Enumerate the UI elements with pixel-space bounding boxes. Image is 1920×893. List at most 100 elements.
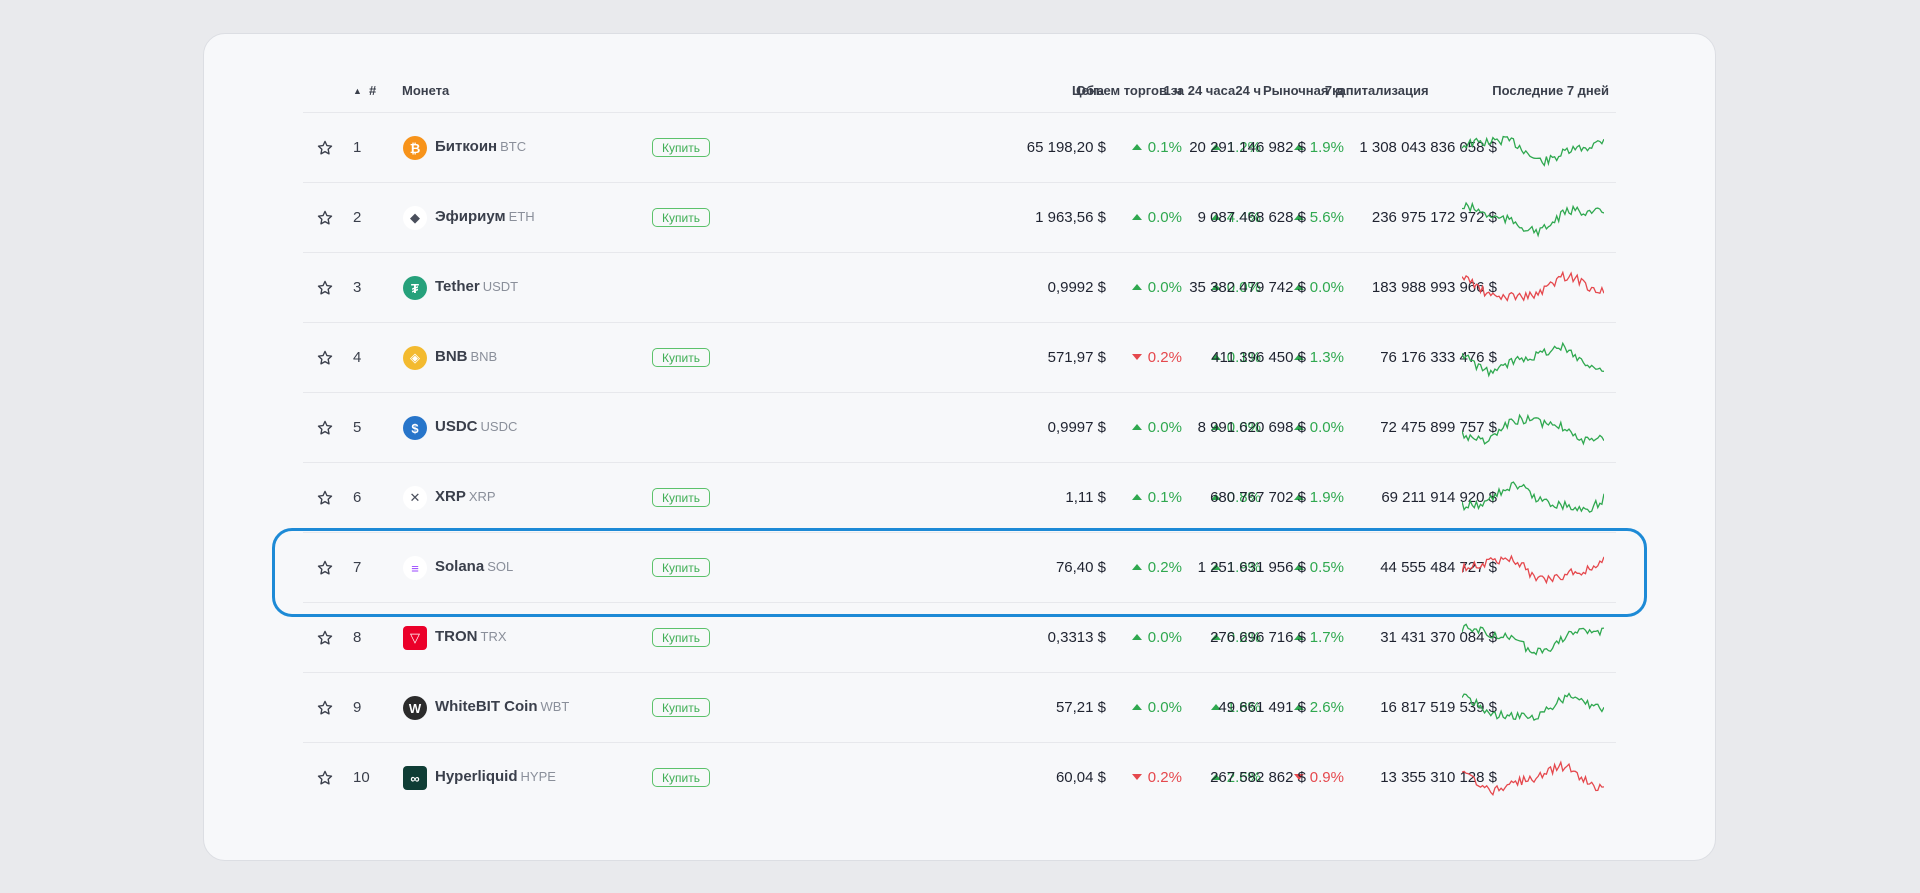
change-24h: 2.6% (1210, 769, 1261, 786)
table-row[interactable]: 5 $ USDC USDC 0,9997 $ 0.0% 0.0% 0.0% 8 9… (303, 393, 1616, 463)
change-arrow-icon (1131, 634, 1142, 640)
volume-24h: 9 087 468 628 $ (1197, 209, 1306, 226)
sparkline-7d (1462, 135, 1604, 167)
header-24h[interactable]: 24 ч (1235, 83, 1261, 98)
xrp-icon: ✕ (403, 486, 427, 510)
header-1h[interactable]: 1 ч (1163, 83, 1182, 98)
rank-number: 8 (353, 629, 362, 646)
change-24h: 0.0% (1210, 279, 1261, 296)
table-body: 1 ₿ Биткоин BTC Купить 65 198,20 $ 0.1% 1… (303, 113, 1616, 813)
change-arrow-icon (1131, 494, 1142, 500)
change-arrow-icon (1210, 214, 1221, 220)
buy-button[interactable]: Купить (652, 628, 710, 647)
change-arrow-icon (1131, 284, 1142, 290)
sparkline-7d (1462, 481, 1604, 513)
star-icon[interactable] (316, 559, 334, 577)
table-row[interactable]: 2 ◆ Эфириум ETH Купить 1 963,56 $ 0.0% 4.… (303, 183, 1616, 253)
table-row[interactable]: 1 ₿ Биткоин BTC Купить 65 198,20 $ 0.1% 1… (303, 113, 1616, 183)
header-price[interactable]: Цена (1072, 83, 1104, 98)
sort-asc-icon[interactable]: ▲ (353, 86, 362, 96)
coin-name-cell[interactable]: Solana SOL (435, 558, 513, 575)
price-value: 57,21 $ (1055, 699, 1106, 716)
change-7d: 1.7% (1293, 629, 1344, 646)
change-arrow-icon (1210, 564, 1221, 570)
coin-name: XRP (435, 488, 466, 505)
coin-name-cell[interactable]: USDC USDC (435, 418, 517, 435)
coin-name: TRON (435, 628, 478, 645)
volume-24h: 49 661 491 $ (1218, 699, 1306, 716)
price-value: 1,11 $ (1065, 489, 1106, 506)
star-icon[interactable] (316, 209, 334, 227)
market-cap: 69 211 914 920 $ (1381, 489, 1497, 506)
change-arrow-icon (1293, 634, 1304, 640)
coin-ticker: TRX (480, 629, 507, 644)
change-arrow-icon (1131, 354, 1142, 360)
table-row[interactable]: 7 ≡ Solana SOL Купить 76,40 $ 0.2% 1.9% 0… (303, 533, 1616, 603)
header-last-7-days: Последние 7 дней (1492, 83, 1609, 98)
coin-name: Hyperliquid (435, 768, 518, 785)
star-icon[interactable] (316, 489, 334, 507)
buy-button[interactable]: Купить (652, 768, 710, 787)
coin-name-cell[interactable]: Tether USDT (435, 278, 518, 295)
sparkline-7d (1462, 692, 1604, 722)
buy-button[interactable]: Купить (652, 488, 710, 507)
star-icon[interactable] (316, 769, 334, 787)
star-icon[interactable] (316, 349, 334, 367)
price-value: 0,3313 $ (1047, 629, 1106, 646)
star-icon[interactable] (316, 699, 334, 717)
bitcoin-icon: ₿ (403, 136, 427, 160)
market-cap: 1 308 043 836 058 $ (1359, 139, 1497, 156)
buy-button[interactable]: Купить (652, 208, 710, 227)
star-icon[interactable] (316, 139, 334, 157)
header-7d[interactable]: 7 д (1324, 83, 1344, 98)
star-icon[interactable] (316, 279, 334, 297)
price-value: 60,04 $ (1055, 769, 1106, 786)
sparkline-7d (1462, 341, 1604, 378)
change-7d: 0.0% (1293, 419, 1344, 436)
table-row[interactable]: 6 ✕ XRP XRP Купить 1,11 $ 0.1% 0.8% 1.9% … (303, 463, 1616, 533)
change-7d: 1.9% (1293, 139, 1344, 156)
change-arrow-icon (1210, 144, 1221, 150)
header-volume[interactable]: Объем торгов за 24 часа (1076, 83, 1236, 98)
table-row[interactable]: 8 ▽ TRON TRX Купить 0,3313 $ 0.0% 0.2% 1.… (303, 603, 1616, 673)
usdc-icon: $ (403, 416, 427, 440)
change-7d: 5.6% (1293, 209, 1344, 226)
buy-button[interactable]: Купить (652, 698, 710, 717)
volume-24h: 276 696 716 $ (1210, 629, 1306, 646)
rank-number: 7 (353, 559, 362, 576)
change-1h: 0.0% (1131, 699, 1182, 716)
table-row[interactable]: 10 ∞ Hyperliquid HYPE Купить 60,04 $ 0.2%… (303, 743, 1616, 813)
coin-name-cell[interactable]: TRON TRX (435, 628, 507, 645)
coin-name-cell[interactable]: Hyperliquid HYPE (435, 768, 556, 785)
volume-24h: 35 382 479 742 $ (1189, 279, 1306, 296)
header-market-cap[interactable]: Рыночная капитализация (1263, 83, 1429, 98)
table-row[interactable]: 3 ₮ Tether USDT 0,9992 $ 0.0% 0.0% 0.0% 3… (303, 253, 1616, 323)
coin-name-cell[interactable]: Биткоин BTC (435, 138, 526, 155)
coin-name-cell[interactable]: BNB BNB (435, 348, 497, 365)
buy-button[interactable]: Купить (652, 348, 710, 367)
coin-name-cell[interactable]: WhiteBIT Coin WBT (435, 698, 569, 715)
sparkline-7d (1462, 623, 1604, 656)
bnb-icon: ◈ (403, 346, 427, 370)
coin-ticker: BTC (500, 139, 527, 154)
change-7d: 2.6% (1293, 699, 1344, 716)
coin-name-cell[interactable]: XRP XRP (435, 488, 496, 505)
header-coin[interactable]: Монета (402, 83, 450, 98)
table-row[interactable]: 9 W WhiteBIT Coin WBT Купить 57,21 $ 0.0%… (303, 673, 1616, 743)
buy-button[interactable]: Купить (652, 558, 710, 577)
coin-name-cell[interactable]: Эфириум ETH (435, 208, 535, 225)
tether-icon: ₮ (403, 276, 427, 300)
change-arrow-icon (1293, 214, 1304, 220)
change-1h: 0.2% (1131, 559, 1182, 576)
change-arrow-icon (1210, 424, 1221, 430)
header-rank[interactable]: # (369, 83, 377, 98)
change-arrow-icon (1293, 284, 1304, 290)
coin-name: BNB (435, 348, 468, 365)
table-row[interactable]: 4 ◈ BNB BNB Купить 571,97 $ 0.2% 0.1% 1.3… (303, 323, 1616, 393)
star-icon[interactable] (316, 419, 334, 437)
star-icon[interactable] (316, 629, 334, 647)
coin-name: Биткоин (435, 138, 498, 155)
change-24h: 0.1% (1210, 349, 1261, 366)
buy-button[interactable]: Купить (652, 138, 710, 157)
coin-name: USDC (435, 418, 478, 435)
